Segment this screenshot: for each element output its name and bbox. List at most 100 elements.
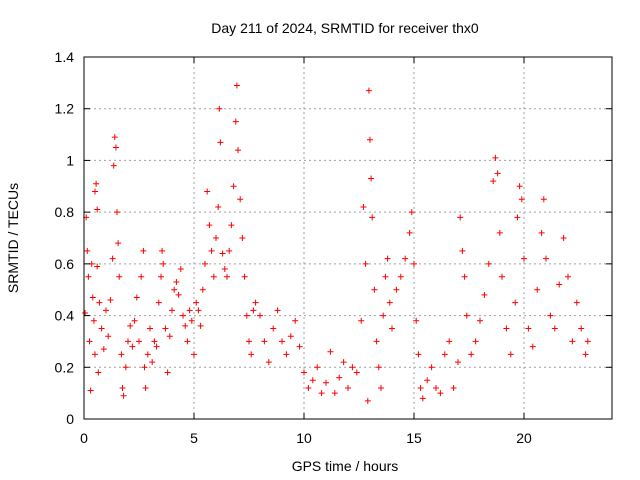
data-point: [408, 209, 415, 216]
data-point: [142, 384, 149, 391]
data-point: [547, 312, 554, 319]
data-point: [518, 196, 525, 203]
data-point: [468, 351, 475, 358]
data-point: [560, 235, 567, 241]
data-point: [144, 351, 151, 358]
data-point: [386, 299, 393, 306]
data-point: [136, 338, 142, 345]
y-tick-label: 0.6: [55, 256, 75, 272]
data-point: [250, 307, 257, 314]
data-point: [92, 188, 98, 195]
data-point: [514, 214, 521, 221]
data-point: [323, 379, 329, 386]
data-point: [521, 255, 527, 262]
data-point: [162, 325, 169, 332]
data-point: [228, 222, 235, 229]
data-point: [516, 183, 523, 190]
data-point: [365, 87, 372, 94]
data-point: [318, 390, 325, 397]
y-tick-label: 1: [66, 152, 74, 168]
data-point: [85, 273, 92, 280]
data-point: [177, 266, 184, 273]
data-point: [92, 351, 98, 358]
data-point: [301, 369, 307, 376]
data-point: [331, 390, 338, 397]
data-point: [94, 263, 101, 270]
data-point: [184, 338, 191, 345]
data-point: [274, 307, 281, 314]
data-point: [243, 312, 250, 319]
data-point: [141, 364, 148, 371]
data-point: [457, 214, 464, 221]
data-point: [226, 247, 233, 254]
grid: [84, 57, 612, 419]
data-point: [551, 325, 558, 332]
y-axis-label: SRMTID / TECUs: [5, 183, 21, 293]
x-tick-label: 10: [296, 430, 312, 446]
data-point: [382, 273, 389, 280]
data-point: [159, 247, 166, 254]
data-point: [455, 359, 461, 366]
data-point: [204, 188, 211, 195]
data-point: [349, 364, 356, 371]
data-point: [270, 325, 277, 332]
data-point: [235, 147, 241, 154]
data-point: [461, 273, 468, 280]
data-point: [105, 333, 112, 340]
data-point: [406, 229, 413, 236]
data-point: [95, 369, 102, 376]
plot-frame: [83, 56, 613, 420]
data-point: [155, 299, 162, 306]
x-tick-label: 0: [80, 430, 88, 446]
data-point: [397, 273, 404, 280]
data-points: [82, 82, 591, 404]
data-point: [378, 384, 384, 391]
data-point: [364, 397, 371, 404]
data-point: [556, 281, 563, 288]
data-point: [413, 317, 420, 324]
data-point: [202, 260, 208, 267]
data-point: [98, 325, 105, 332]
data-point: [127, 322, 134, 329]
data-point: [345, 384, 351, 391]
data-point: [233, 82, 240, 89]
x-tick-label: 15: [406, 430, 422, 446]
data-point: [112, 144, 119, 151]
data-point: [149, 359, 156, 366]
data-point: [340, 359, 347, 366]
data-point: [494, 170, 501, 177]
data-point: [248, 351, 255, 358]
data-point: [368, 175, 375, 182]
data-point: [393, 286, 400, 293]
data-point: [296, 343, 303, 350]
data-point: [279, 338, 285, 345]
data-point: [151, 338, 158, 345]
data-point: [232, 118, 239, 125]
data-point: [490, 178, 497, 185]
data-point: [175, 291, 182, 298]
data-point: [578, 325, 585, 332]
x-axis-label: GPS time / hours: [292, 458, 399, 474]
data-point: [197, 322, 204, 329]
data-point: [437, 390, 444, 397]
data-point: [305, 384, 312, 391]
data-point: [419, 395, 426, 402]
data-point: [540, 196, 547, 203]
data-point: [450, 384, 457, 391]
data-point: [529, 343, 536, 350]
data-point: [84, 247, 91, 254]
data-point: [125, 338, 131, 345]
data-point: [199, 286, 206, 293]
data-point: [459, 247, 466, 254]
data-point: [402, 255, 409, 262]
y-tick-label: 0: [66, 411, 74, 427]
data-point: [114, 209, 120, 216]
data-point: [122, 364, 129, 371]
data-point: [252, 299, 259, 306]
data-point: [116, 273, 123, 280]
data-point: [138, 273, 145, 280]
data-point: [241, 273, 248, 280]
data-point: [115, 240, 122, 247]
chart-title: Day 211 of 2024, SRMTID for receiver thx…: [211, 20, 479, 36]
data-point: [110, 162, 117, 169]
